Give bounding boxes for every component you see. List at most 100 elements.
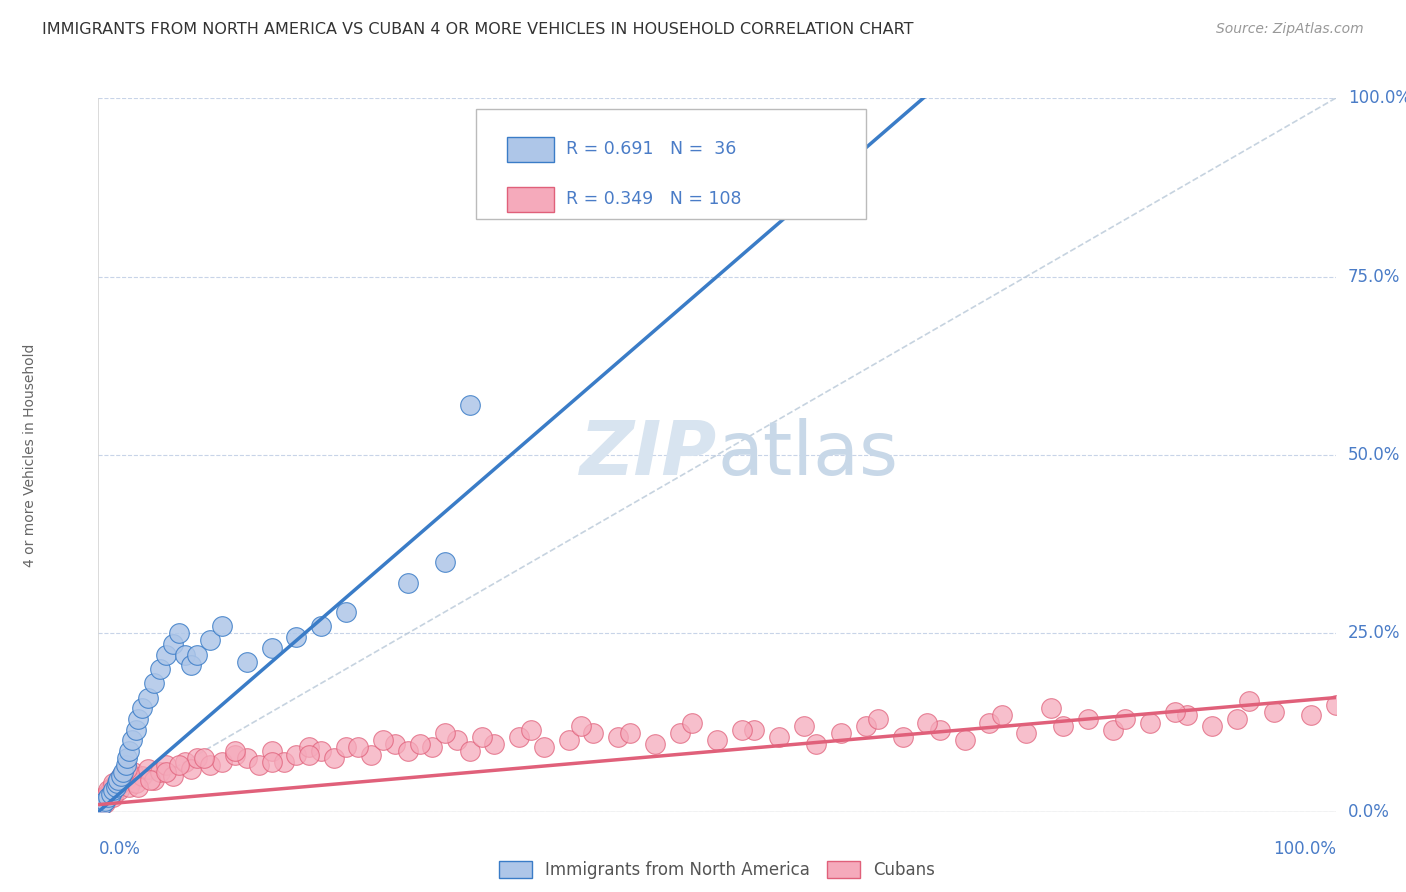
Point xyxy=(108,783,131,797)
Point xyxy=(112,765,135,780)
Point xyxy=(1226,712,1249,726)
Point xyxy=(855,719,877,733)
Point xyxy=(1164,705,1187,719)
Point xyxy=(384,737,406,751)
Point xyxy=(91,797,114,812)
Point xyxy=(97,790,120,805)
Point xyxy=(91,794,114,808)
Point xyxy=(112,769,135,783)
Text: 50.0%: 50.0% xyxy=(1348,446,1400,464)
Point xyxy=(533,740,555,755)
Point xyxy=(143,676,166,690)
Point xyxy=(93,790,115,805)
Point xyxy=(101,780,124,794)
Point xyxy=(122,765,145,780)
Point xyxy=(298,747,321,762)
Text: 4 or more Vehicles in Household: 4 or more Vehicles in Household xyxy=(22,343,37,566)
Point xyxy=(114,772,136,787)
Point xyxy=(1201,719,1223,733)
Point xyxy=(121,733,143,747)
Point xyxy=(804,737,827,751)
Point xyxy=(335,605,357,619)
Point xyxy=(103,783,125,797)
Point xyxy=(422,740,444,755)
Point xyxy=(115,762,138,776)
Text: 100.0%: 100.0% xyxy=(1348,89,1406,107)
Point xyxy=(98,783,121,797)
Point xyxy=(582,726,605,740)
Point xyxy=(830,726,852,740)
Point xyxy=(149,662,172,676)
Point xyxy=(155,758,177,772)
Point xyxy=(260,744,283,758)
Point xyxy=(953,733,976,747)
Point xyxy=(1102,723,1125,737)
Point xyxy=(446,733,468,747)
Point xyxy=(1263,705,1285,719)
Point xyxy=(110,769,132,783)
Point xyxy=(211,619,233,633)
Point xyxy=(114,758,136,772)
Point xyxy=(1175,708,1198,723)
Point xyxy=(93,794,115,808)
Point xyxy=(174,648,197,662)
Point xyxy=(93,796,115,810)
Text: 75.0%: 75.0% xyxy=(1348,268,1400,285)
Point xyxy=(557,733,579,747)
Point xyxy=(347,740,370,755)
Point xyxy=(1114,712,1136,726)
Point xyxy=(127,780,149,794)
Text: IMMIGRANTS FROM NORTH AMERICA VS CUBAN 4 OR MORE VEHICLES IN HOUSEHOLD CORRELATI: IMMIGRANTS FROM NORTH AMERICA VS CUBAN 4… xyxy=(42,22,914,37)
Point xyxy=(224,744,246,758)
Point xyxy=(1077,712,1099,726)
Point xyxy=(94,792,117,806)
Point xyxy=(107,772,129,787)
Point xyxy=(211,755,233,769)
Point xyxy=(322,751,344,765)
Point xyxy=(508,730,530,744)
Point xyxy=(104,776,127,790)
Point xyxy=(115,751,138,765)
Point xyxy=(1052,719,1074,733)
Point xyxy=(236,655,259,669)
FancyBboxPatch shape xyxy=(475,109,866,219)
Point xyxy=(990,708,1012,723)
Text: Source: ZipAtlas.com: Source: ZipAtlas.com xyxy=(1216,22,1364,37)
Point xyxy=(93,790,115,805)
Point xyxy=(136,762,159,776)
Point xyxy=(917,715,939,730)
Point xyxy=(105,776,128,790)
Point xyxy=(458,744,481,758)
Point xyxy=(136,690,159,705)
Point xyxy=(105,780,128,794)
Point xyxy=(396,576,419,591)
Point xyxy=(409,737,432,751)
Point xyxy=(644,737,666,751)
Point xyxy=(371,733,394,747)
Point xyxy=(127,712,149,726)
Point xyxy=(149,765,172,780)
Point xyxy=(569,719,592,733)
Text: 100.0%: 100.0% xyxy=(1272,840,1336,858)
Point xyxy=(768,730,790,744)
Point xyxy=(458,398,481,412)
Bar xyxy=(506,137,554,162)
Point xyxy=(247,758,270,772)
Point xyxy=(97,783,120,797)
Point xyxy=(484,737,506,751)
Point xyxy=(1324,698,1347,712)
Point xyxy=(396,744,419,758)
Point xyxy=(260,640,283,655)
Point xyxy=(979,715,1001,730)
Point xyxy=(143,772,166,787)
Point xyxy=(162,637,184,651)
Point xyxy=(124,776,146,790)
Text: ZIP: ZIP xyxy=(579,418,717,491)
Point xyxy=(131,701,153,715)
Point xyxy=(167,626,190,640)
Point xyxy=(155,765,177,780)
Point xyxy=(224,747,246,762)
Point xyxy=(90,797,112,812)
Point xyxy=(669,726,692,740)
Point xyxy=(180,762,202,776)
